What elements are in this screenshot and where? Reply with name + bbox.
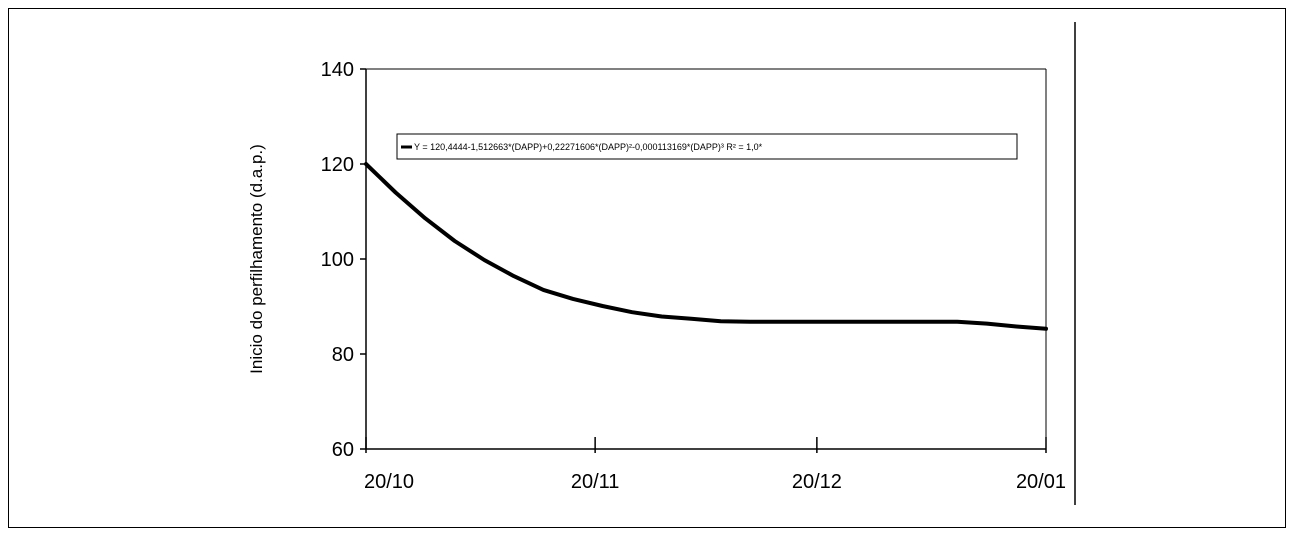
- series-line-0: [364, 162, 1048, 331]
- y-axis-title: Inicio do perfilhamento (d.a.p.): [247, 144, 266, 374]
- legend-box: [396, 133, 1018, 160]
- x-tick-label: 20/11: [571, 471, 620, 493]
- x-tick-label: 20/12: [792, 471, 842, 493]
- chart-frame: [8, 8, 1286, 528]
- y-tick-label: 80: [332, 344, 354, 366]
- legend-label: Y = 120,4444-1,512663*(DAPP)+0,22271606*…: [414, 142, 763, 152]
- series-layer: [364, 162, 1048, 331]
- y-tick-label: 120: [321, 154, 354, 176]
- y-tick-label: 100: [321, 249, 354, 271]
- y-tick-label: 140: [321, 59, 354, 81]
- axes: [365, 68, 1047, 450]
- x-ticks: 20/10 20/11 20/12 20/01: [364, 437, 1066, 493]
- y-tick-label: 60: [332, 439, 354, 461]
- x-tick-label: 20/10: [364, 471, 414, 493]
- legend: Y = 120,4444-1,512663*(DAPP)+0,22271606*…: [396, 133, 1018, 160]
- y-ticks: 60 80 100 120 140: [321, 59, 366, 461]
- x-tick-label: 20/01: [1016, 471, 1066, 493]
